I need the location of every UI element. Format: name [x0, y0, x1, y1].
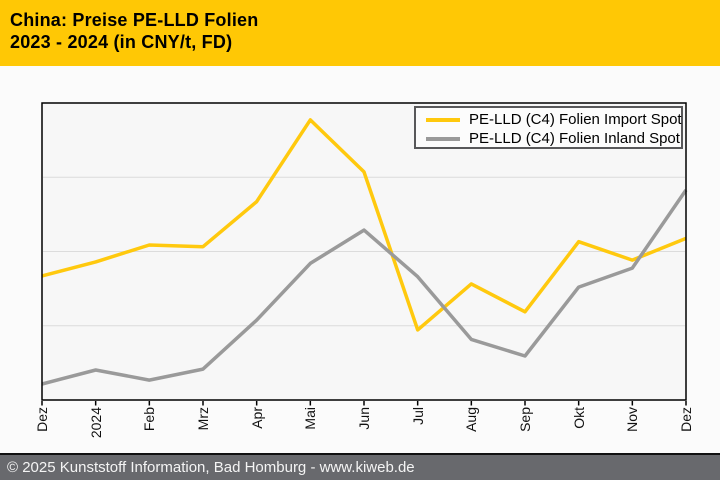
legend-row-inland: PE-LLD (C4) Folien Inland Spot: [426, 129, 680, 148]
legend-label-import: PE-LLD (C4) Folien Import Spot: [469, 111, 682, 128]
legend-label-inland: PE-LLD (C4) Folien Inland Spot: [469, 130, 680, 147]
chart-area: Dez 2024 Feb Mrz Apr Mai Jun Jul Aug Sep Okt Nov Dez…: [34, 102, 694, 438]
footer-bar: © 2025 Kunststoff Information, Bad Hombu…: [0, 455, 720, 480]
legend-row-import: PE-LLD (C4) Folien Import Spot: [426, 110, 682, 129]
import-line-swatch-icon: [426, 117, 460, 122]
footer-divider: [0, 453, 720, 455]
plot-border: [41, 102, 687, 401]
chart-legend: PE-LLD (C4) Folien Import Spot PE-LLD (C…: [414, 106, 683, 149]
series-import-line: [41, 118, 687, 332]
page-title-line1: China: Preise PE-LLD Folien: [10, 10, 259, 30]
series-inland-line: [41, 189, 688, 386]
footer-text: © 2025 Kunststoff Information, Bad Hombu…: [7, 459, 415, 476]
line-chart-plot: [41, 102, 688, 406]
inland-line-swatch-icon: [426, 136, 460, 141]
chart-title-bar: China: Preise PE-LLD Folien 2023 - 2024 …: [0, 0, 720, 66]
page-title-line2: 2023 - 2024 (in CNY/t, FD): [10, 32, 233, 52]
